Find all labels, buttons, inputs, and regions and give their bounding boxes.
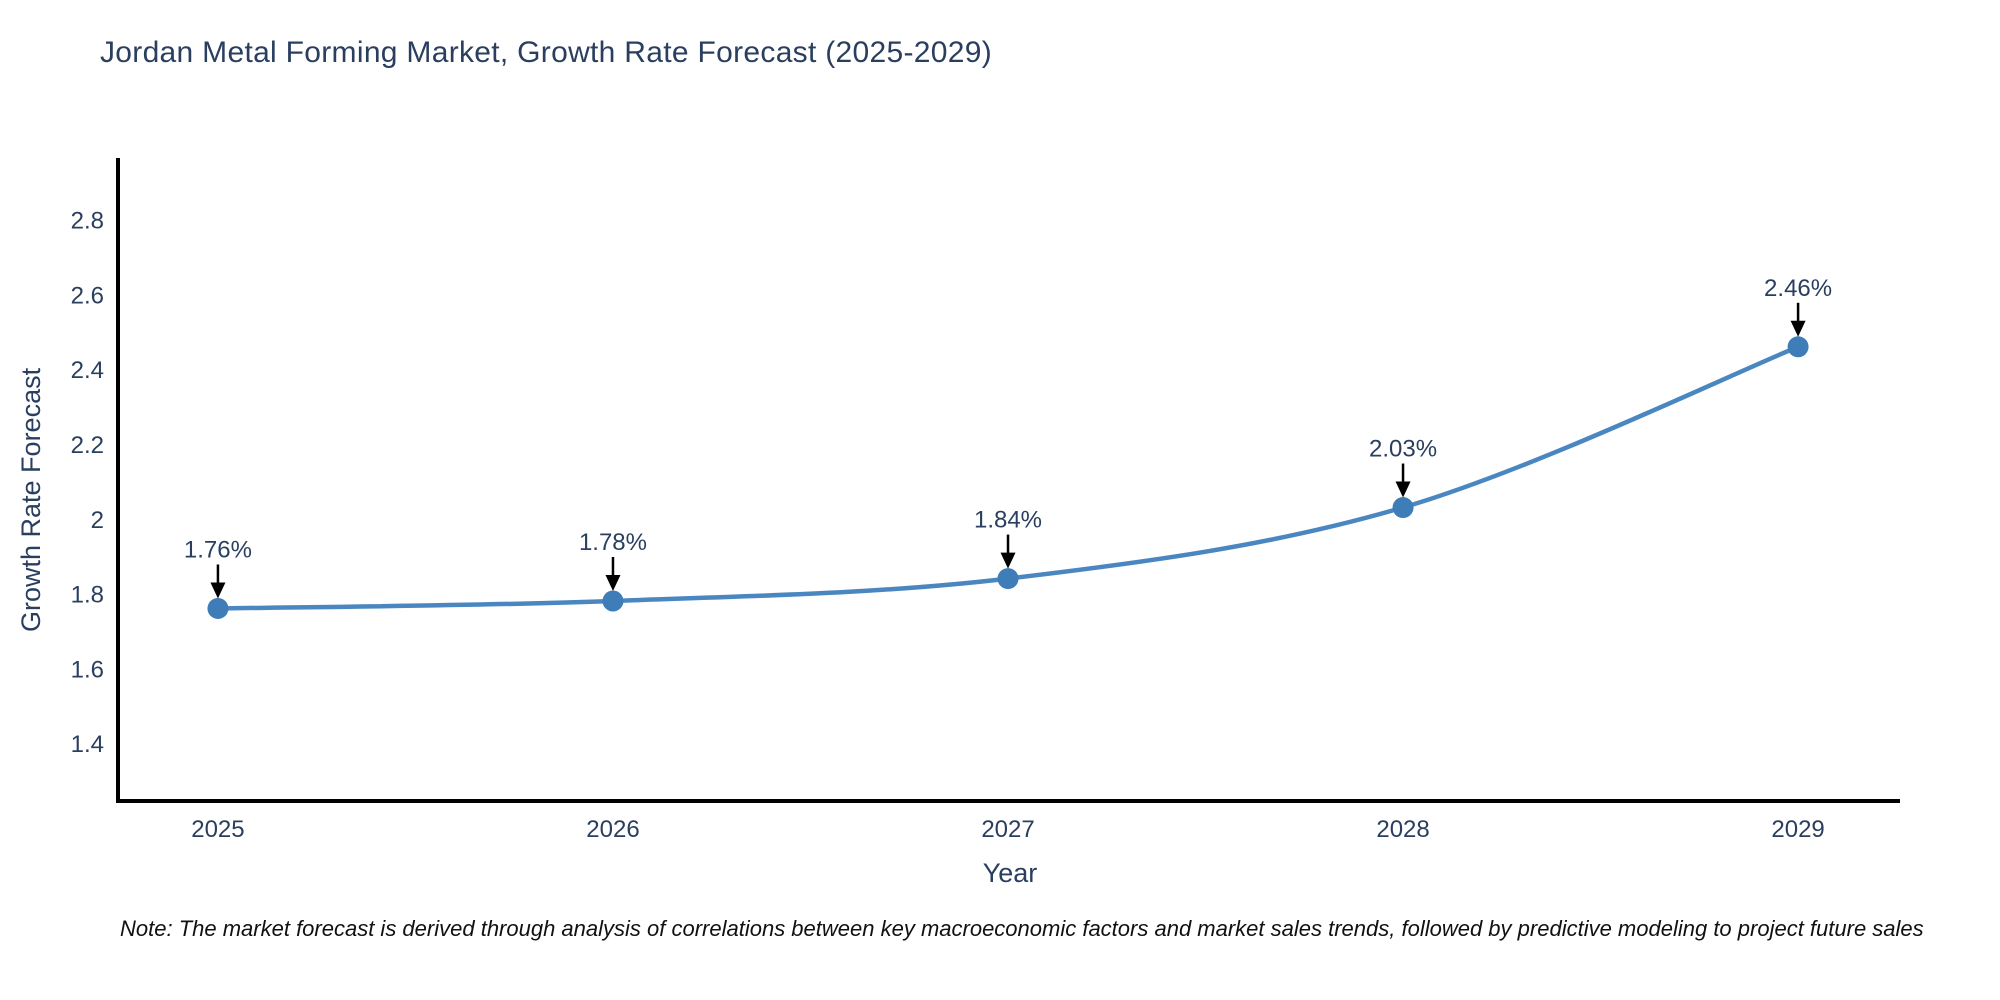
annotation-arrow-head [1000,552,1016,569]
data-point-marker[interactable] [1392,497,1414,519]
annotation-label: 2.03% [1369,436,1437,463]
data-point-marker[interactable] [1787,336,1809,358]
data-point-marker[interactable] [207,597,229,619]
y-tick-label: 2 [91,507,104,534]
x-axis-title: Year [982,858,1038,888]
annotation-arrow-head [1395,481,1411,498]
y-tick-label: 1.4 [71,731,104,758]
y-tick-label: 2.2 [71,432,104,459]
x-tick-label: 2026 [586,816,639,843]
footnote: Note: The market forecast is derived thr… [120,916,1924,941]
annotation-label: 1.84% [974,507,1042,534]
x-tick-label: 2029 [1771,816,1824,843]
annotation-arrow-head [1790,320,1806,337]
annotation-arrow-head [605,574,621,591]
x-tick-label: 2027 [981,816,1034,843]
annotation-label: 1.78% [579,529,647,556]
y-tick-label: 2.4 [71,357,104,384]
data-point-marker[interactable] [997,568,1019,590]
data-point-marker[interactable] [602,590,624,612]
x-tick-label: 2028 [1376,816,1429,843]
x-tick-label: 2025 [191,816,244,843]
y-tick-label: 2.6 [71,282,104,309]
y-tick-label: 1.6 [71,656,104,683]
y-tick-label: 2.8 [71,208,104,235]
chart-title: Jordan Metal Forming Market, Growth Rate… [100,36,992,69]
annotation-label: 1.76% [184,536,252,563]
y-tick-label: 1.8 [71,582,104,609]
annotation-label: 2.46% [1764,275,1832,302]
annotation-arrow-head [210,582,226,599]
